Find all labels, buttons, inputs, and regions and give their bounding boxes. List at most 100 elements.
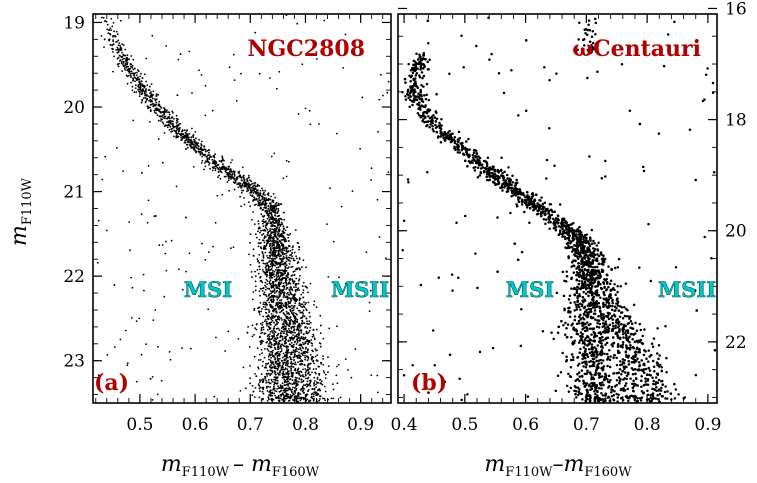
data-point [296,388,298,390]
data-point [265,286,267,288]
data-point [187,135,189,137]
data-point [570,387,573,390]
data-point [292,338,294,340]
data-point [296,23,298,25]
data-point [281,249,283,251]
data-point [286,295,288,297]
data-point [293,259,295,261]
data-point [293,366,295,368]
data-point [203,146,205,148]
data-point [212,162,214,164]
data-point [289,366,291,368]
data-point [288,250,290,252]
data-point [284,241,286,243]
data-point [164,253,166,255]
data-point [291,345,293,347]
data-point [570,336,573,339]
data-point [185,136,187,138]
data-point [275,342,277,344]
data-point [260,359,262,361]
data-point [486,165,489,168]
data-point [101,179,103,181]
data-point [378,99,380,101]
data-point [208,152,210,154]
data-point [280,299,282,301]
data-point [152,376,154,378]
data-point [322,398,324,400]
data-point [201,144,203,146]
data-point [292,334,294,336]
data-point [267,348,269,350]
data-point [270,240,272,242]
data-point [272,332,274,334]
data-point [148,100,150,102]
data-point [266,312,268,314]
data-point [301,336,303,338]
data-point [169,129,171,131]
data-point [411,364,414,367]
data-point [295,269,297,271]
data-point [258,273,260,275]
data-point [561,235,564,238]
data-point [127,54,129,56]
data-point [137,89,139,91]
data-point [303,392,305,394]
data-point [266,274,268,276]
data-point [279,246,281,248]
data-point [282,274,284,276]
data-point [272,270,274,272]
data-point [97,262,99,264]
data-point [303,390,305,392]
data-point [633,304,636,307]
data-point [275,254,277,256]
data-point [309,110,311,112]
data-point [251,191,253,193]
data-point [567,323,570,326]
data-point [307,323,309,325]
data-point [104,20,106,22]
data-point [276,396,278,398]
data-point [273,322,275,324]
data-point [290,337,292,339]
data-point [283,332,285,334]
data-point [291,312,293,314]
data-point [280,394,282,396]
data-point [282,291,284,293]
data-point [262,198,264,200]
data-point [123,58,125,60]
data-point [177,118,179,120]
data-point [290,316,292,318]
data-point [259,73,261,75]
data-point [269,386,271,388]
data-point [238,182,240,184]
data-point [273,386,275,388]
data-point [270,209,272,211]
data-point [264,252,266,254]
data-point [265,363,267,365]
data-point [275,303,277,305]
data-point [347,369,349,371]
data-point [110,27,112,29]
data-point [565,270,568,273]
data-point [629,344,632,347]
data-point [203,154,205,156]
data-point [252,336,254,338]
data-point [267,288,269,290]
data-point [286,311,288,313]
data-point [301,317,303,319]
data-point [125,61,127,63]
data-point [287,304,289,306]
data-point [266,323,268,325]
data-point [265,289,267,291]
data-point [625,282,628,285]
data-point [248,182,250,184]
data-point [292,271,294,273]
data-point [286,381,288,383]
data-point [299,358,301,360]
data-point [176,122,178,124]
data-point [103,46,105,48]
data-point [263,194,265,196]
data-point [318,389,320,391]
data-point [158,101,160,103]
data-point [269,355,271,357]
